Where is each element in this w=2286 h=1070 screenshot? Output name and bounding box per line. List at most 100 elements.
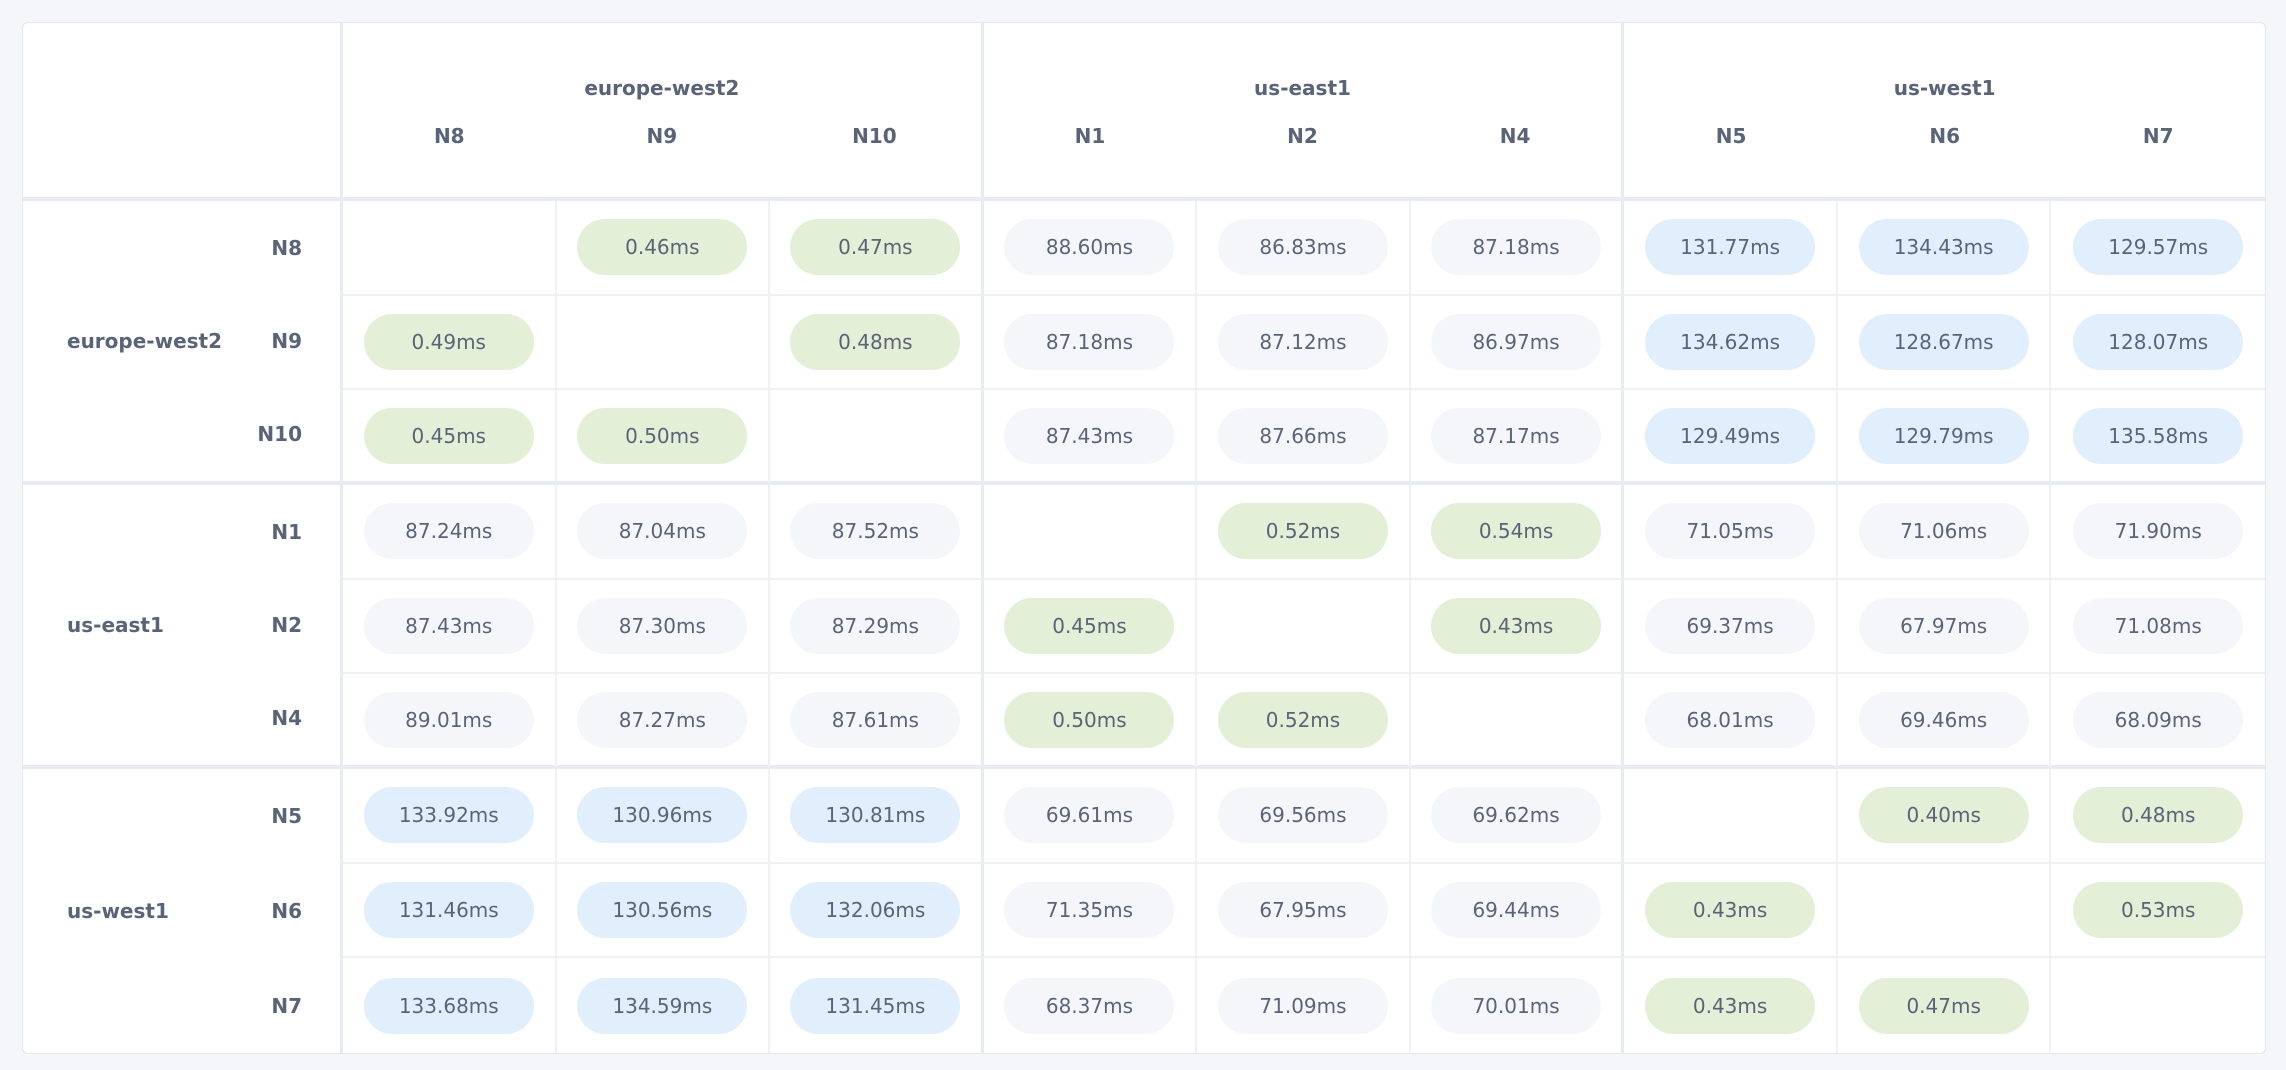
latency-pill: 133.68ms bbox=[363, 977, 534, 1034]
matrix-cell: 87.17ms bbox=[1410, 390, 1625, 485]
corner-cell bbox=[23, 23, 343, 201]
matrix-cell: 88.60ms bbox=[983, 201, 1198, 296]
column-node-headers: N5 N6 N7 bbox=[1624, 110, 2265, 197]
matrix-cell: 135.58ms bbox=[2051, 390, 2265, 485]
matrix-cell: 0.47ms bbox=[770, 201, 984, 296]
matrix-cell: 0.50ms bbox=[983, 674, 1198, 769]
matrix-cell: 0.46ms bbox=[556, 201, 771, 296]
column-region-header: europe-west2 N8 N9 N10 bbox=[343, 23, 984, 201]
latency-pill: 130.96ms bbox=[577, 787, 748, 844]
latency-pill: 0.45ms bbox=[363, 407, 534, 464]
matrix-cell: 71.08ms bbox=[2051, 580, 2265, 675]
matrix-cell bbox=[2051, 958, 2265, 1053]
matrix-cell: 131.45ms bbox=[770, 958, 984, 1053]
latency-pill: 68.37ms bbox=[1004, 977, 1175, 1034]
latency-pill: 134.59ms bbox=[577, 977, 748, 1034]
latency-pill: 0.50ms bbox=[577, 407, 748, 464]
latency-pill: 70.01ms bbox=[1431, 977, 1602, 1034]
row-node-label: N4 bbox=[271, 706, 302, 731]
column-node-label: N2 bbox=[1287, 124, 1318, 148]
latency-pill: 87.27ms bbox=[577, 691, 748, 748]
matrix-cell: 131.46ms bbox=[343, 863, 557, 959]
matrix-cell: 87.66ms bbox=[1197, 390, 1411, 485]
matrix-cell: 69.37ms bbox=[1624, 579, 1838, 675]
latency-pill: 87.43ms bbox=[363, 597, 534, 654]
matrix-cell: 87.61ms bbox=[770, 674, 984, 769]
matrix-cell: 71.09ms bbox=[1197, 958, 1411, 1053]
latency-pill: 0.54ms bbox=[1431, 503, 1602, 560]
matrix-cell: 130.56ms bbox=[556, 863, 771, 959]
latency-pill: 69.62ms bbox=[1431, 787, 1602, 844]
matrix-cell: 87.52ms bbox=[770, 484, 984, 580]
latency-pill: 129.57ms bbox=[2073, 219, 2244, 276]
column-node-label: N9 bbox=[646, 124, 678, 148]
latency-pill: 129.79ms bbox=[1858, 407, 2029, 464]
latency-matrix: europe-west2 N8 N9 N10 us-east1 N1 N2 N4 us-west… bbox=[23, 23, 2265, 1053]
row-region-header: us-east1 N1 N2 N4 bbox=[23, 484, 343, 769]
latency-pill: 71.35ms bbox=[1004, 881, 1175, 938]
latency-pill: 0.40ms bbox=[1858, 787, 2029, 844]
matrix-cell: 87.18ms bbox=[1410, 201, 1625, 296]
latency-pill: 0.47ms bbox=[790, 219, 961, 276]
matrix-cell: 0.43ms bbox=[1624, 863, 1838, 959]
latency-pill: 68.09ms bbox=[2073, 691, 2244, 748]
latency-pill: 0.43ms bbox=[1645, 881, 1816, 938]
latency-pill: 128.67ms bbox=[1858, 313, 2029, 370]
matrix-cell: 87.27ms bbox=[556, 674, 771, 769]
latency-pill: 71.90ms bbox=[2073, 503, 2244, 560]
column-node-label: N7 bbox=[2142, 124, 2174, 148]
column-region-name: europe-west2 bbox=[584, 76, 740, 100]
latency-pill: 71.09ms bbox=[1217, 977, 1388, 1034]
matrix-cell: 87.18ms bbox=[983, 295, 1198, 391]
latency-pill: 67.97ms bbox=[1858, 597, 2029, 654]
column-node-headers: N1 N2 N4 bbox=[984, 110, 1622, 197]
latency-pill: 69.61ms bbox=[1004, 787, 1175, 844]
matrix-cell: 69.56ms bbox=[1197, 768, 1411, 864]
matrix-cell: 69.62ms bbox=[1410, 768, 1625, 864]
matrix-cell: 87.30ms bbox=[556, 579, 771, 675]
matrix-cell: 71.05ms bbox=[1624, 484, 1838, 580]
matrix-cell: 87.24ms bbox=[343, 484, 557, 580]
matrix-cell: 0.40ms bbox=[1837, 768, 2052, 864]
latency-pill: 68.01ms bbox=[1645, 691, 1816, 748]
matrix-cell: 87.12ms bbox=[1197, 295, 1411, 391]
matrix-cell: 0.52ms bbox=[1197, 674, 1411, 769]
row-region-name: us-west1 bbox=[67, 898, 169, 923]
latency-pill: 87.04ms bbox=[577, 503, 748, 560]
matrix-cell: 131.77ms bbox=[1624, 201, 1838, 296]
latency-pill: 87.18ms bbox=[1431, 219, 1602, 276]
matrix-cell: 68.01ms bbox=[1624, 674, 1838, 769]
matrix-cell: 134.43ms bbox=[1837, 201, 2052, 296]
latency-pill: 134.62ms bbox=[1645, 313, 1816, 370]
matrix-cell bbox=[343, 201, 557, 296]
latency-pill: 87.61ms bbox=[790, 691, 961, 748]
matrix-cell: 69.46ms bbox=[1837, 674, 2052, 769]
matrix-cell: 133.68ms bbox=[343, 958, 557, 1053]
latency-matrix-card: europe-west2 N8 N9 N10 us-east1 N1 N2 N4 us-west… bbox=[22, 22, 2266, 1054]
matrix-cell: 129.49ms bbox=[1624, 390, 1838, 485]
matrix-cell: 128.67ms bbox=[1837, 295, 2052, 391]
row-node-label: N1 bbox=[271, 519, 302, 544]
row-node-label: N10 bbox=[257, 422, 302, 447]
row-node-label: N2 bbox=[271, 612, 302, 637]
latency-pill: 0.52ms bbox=[1217, 691, 1388, 748]
matrix-cell: 87.29ms bbox=[770, 579, 984, 675]
matrix-cell: 0.50ms bbox=[556, 390, 771, 485]
matrix-cell bbox=[1410, 674, 1625, 769]
latency-pill: 87.24ms bbox=[363, 503, 534, 560]
matrix-cell: 0.49ms bbox=[343, 295, 557, 391]
latency-pill: 0.47ms bbox=[1858, 977, 2029, 1034]
matrix-cell: 89.01ms bbox=[343, 674, 557, 769]
latency-pill: 89.01ms bbox=[363, 691, 534, 748]
column-region-name: us-east1 bbox=[1254, 76, 1351, 100]
latency-pill: 0.48ms bbox=[790, 313, 961, 370]
latency-pill: 131.46ms bbox=[363, 881, 534, 938]
column-node-label: N4 bbox=[1499, 124, 1531, 148]
matrix-cell: 128.07ms bbox=[2051, 296, 2265, 391]
latency-pill: 71.05ms bbox=[1645, 503, 1816, 560]
matrix-cell: 134.62ms bbox=[1624, 295, 1838, 391]
latency-pill: 135.58ms bbox=[2073, 407, 2244, 464]
latency-pill: 87.43ms bbox=[1004, 407, 1175, 464]
latency-pill: 87.66ms bbox=[1217, 407, 1388, 464]
latency-pill: 0.53ms bbox=[2073, 881, 2244, 938]
